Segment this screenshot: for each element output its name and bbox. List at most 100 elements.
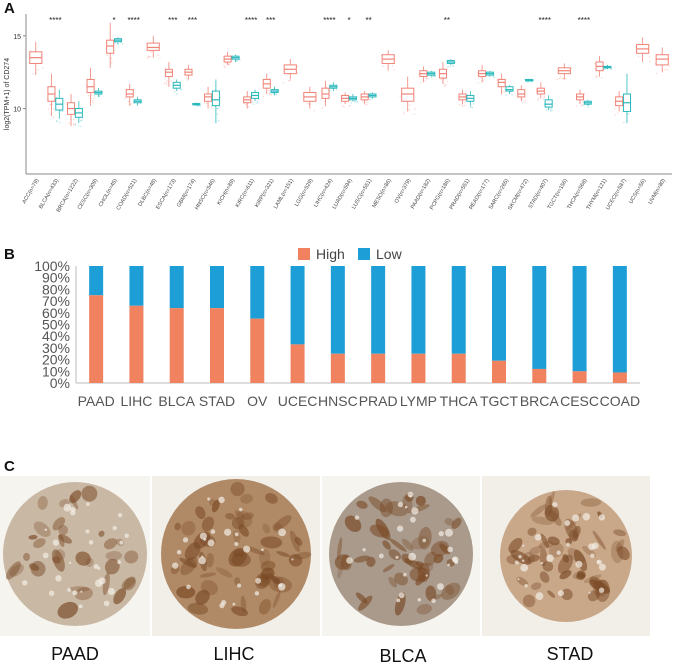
normal-box [447,59,455,67]
jitter-point [37,69,38,70]
normal-box [504,85,513,96]
jitter-point [649,61,650,62]
x-tick-label: CESC [560,393,599,409]
jitter-point [453,65,454,66]
jitter-point [224,66,225,67]
lumen [522,559,525,562]
lumen [71,507,76,512]
tumor-box [418,66,428,83]
jitter-point [560,76,561,77]
jitter-point [229,63,230,64]
significance-label: **** [539,16,551,25]
normal-box [74,101,84,127]
tumor-box [576,90,586,107]
jitter-point [94,95,95,96]
normal-box [485,71,495,78]
jitter-point [157,54,158,55]
lumen [552,502,557,507]
jitter-point [524,101,525,102]
jitter-point [288,80,289,81]
lumen [517,578,519,580]
jitter-point [628,113,629,114]
jitter-point [53,116,54,117]
lumen [397,525,403,531]
lumen [590,554,594,558]
tumor-box [243,91,253,108]
x-tick-label: THCA [440,393,479,409]
box [322,88,329,98]
x-tick-label: DLBC(n=48) [137,178,158,208]
jitter-point [52,104,53,105]
significance-label: **** [49,16,61,25]
x-tick-label: MESO(n=86) [372,178,393,209]
jitter-point [447,66,448,67]
tumor-box [399,77,415,115]
jitter-point [257,101,258,102]
lumen [536,592,544,600]
tumor-box [147,36,161,59]
x-tick-label: READ(n=177) [468,178,490,211]
box [518,90,525,97]
bar-low [532,266,546,369]
jitter-point [343,106,344,107]
normal-box [329,82,337,91]
box [205,94,212,101]
y-tick-label: 15 [13,34,21,41]
jitter-point [268,90,269,91]
jitter-point [56,120,57,121]
tumor-box [477,65,486,84]
tumor-box [164,62,174,87]
jitter-point [60,110,61,111]
lumen [177,550,182,555]
jitter-point [431,77,432,78]
jitter-point [245,104,246,105]
tumor-box [283,59,298,84]
normal-box [427,71,436,78]
lumen [218,497,224,503]
lumen [72,590,77,595]
lumen [291,558,293,560]
tumor-box [125,84,135,106]
jitter-point [122,43,123,44]
jitter-point [53,109,54,110]
jitter-point [459,104,460,105]
tumor-box [204,87,213,109]
tumor-box [185,65,193,81]
bar-low [291,266,305,344]
lumen [119,541,123,545]
jitter-point [217,114,218,115]
tumor-box [263,74,272,97]
box [147,43,159,50]
x-tick-label: COAD [600,393,640,409]
jitter-point [73,119,74,120]
lumen [237,583,241,587]
lumen [588,592,590,594]
bar-high [291,344,305,383]
lumen [515,560,519,564]
jitter-point [99,96,100,97]
tumor-box [86,68,95,106]
bar-low [613,266,627,372]
box [506,87,513,91]
x-tick-label: LGG(n=529) [294,178,315,208]
jitter-point [131,103,132,104]
lumen [85,529,89,533]
jitter-point [176,94,177,95]
x-tick-label: UVM(n=80) [648,178,667,206]
bar-high [89,295,103,383]
box [402,88,414,101]
lumen [201,555,203,557]
tumor-box [614,91,624,116]
lumen [558,590,564,596]
jitter-point [217,108,218,109]
tumor-box [381,50,397,70]
x-tick-label: COAD(n=521) [116,178,139,211]
lumen [55,575,61,581]
jitter-point [348,97,349,98]
tumor-box [30,42,44,75]
jitter-point [559,78,560,79]
lumen [599,564,606,571]
y-axis-label: log2(TPM+1) of CD274 [4,58,11,130]
jitter-point [354,100,355,101]
jitter-point [219,106,220,107]
